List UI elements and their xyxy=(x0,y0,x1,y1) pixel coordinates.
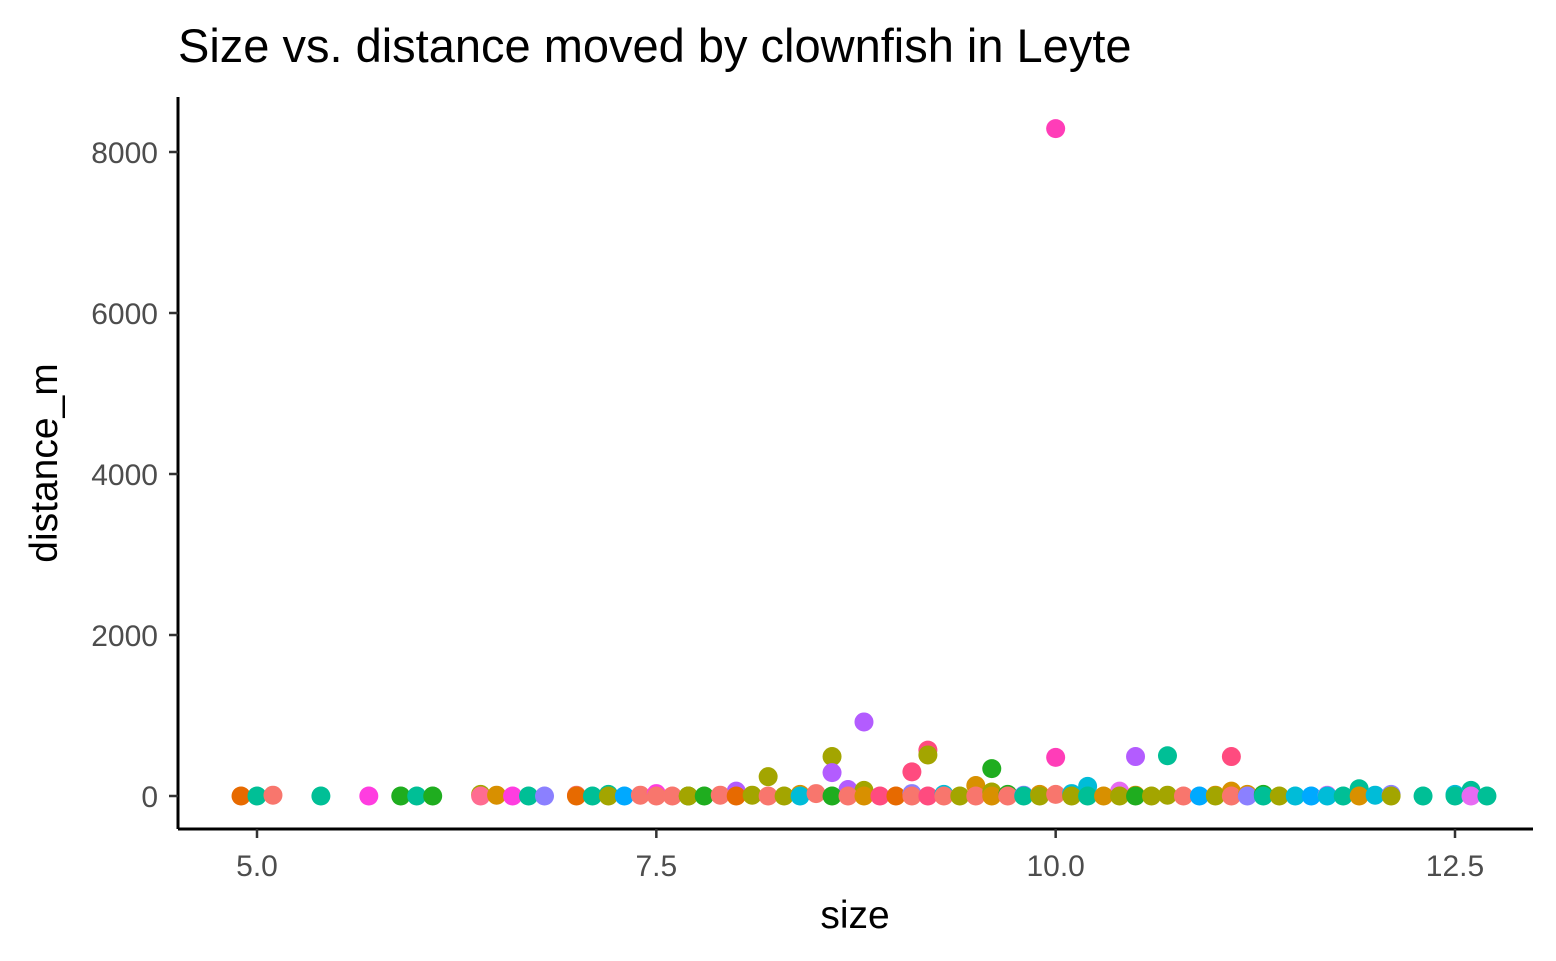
data-point xyxy=(519,786,539,806)
data-point xyxy=(854,786,874,806)
data-point xyxy=(1030,786,1050,806)
data-point xyxy=(678,786,698,806)
y-tick-label: 4000 xyxy=(91,459,158,492)
data-point xyxy=(1333,786,1353,806)
data-point xyxy=(822,763,842,783)
data-point xyxy=(1126,747,1146,767)
x-tick-label: 5.0 xyxy=(236,850,278,883)
data-point xyxy=(1126,786,1146,806)
y-tick-label: 6000 xyxy=(91,298,158,331)
y-tick-label: 0 xyxy=(141,781,158,814)
data-point xyxy=(614,786,634,806)
data-point xyxy=(886,786,906,806)
x-axis-title: size xyxy=(820,894,889,937)
data-point xyxy=(710,785,730,805)
data-point xyxy=(1285,786,1305,806)
data-point xyxy=(998,786,1018,806)
data-point xyxy=(1301,786,1321,806)
data-point xyxy=(774,786,794,806)
data-point xyxy=(263,785,283,805)
data-point xyxy=(1317,786,1337,806)
data-point xyxy=(758,786,778,806)
data-point xyxy=(407,786,427,806)
data-point xyxy=(854,712,874,732)
data-point xyxy=(902,762,922,782)
data-point xyxy=(662,786,682,806)
data-point xyxy=(1157,746,1177,766)
data-point xyxy=(950,786,970,806)
y-tick-label: 2000 xyxy=(91,620,158,653)
data-point xyxy=(1062,786,1082,806)
x-axis-ticks: 5.0 7.5 10.0 12.5 xyxy=(236,829,1484,883)
data-point xyxy=(1014,786,1034,806)
data-point xyxy=(487,785,507,805)
data-point xyxy=(1477,786,1497,806)
data-point xyxy=(1205,786,1225,806)
data-point xyxy=(471,786,491,806)
data-point xyxy=(982,786,1002,806)
data-point xyxy=(918,786,938,806)
data-point xyxy=(902,786,922,806)
data-point xyxy=(1046,747,1066,767)
data-point xyxy=(1094,786,1114,806)
chart-title: Size vs. distance moved by clownfish in … xyxy=(178,19,1132,72)
x-tick-label: 10.0 xyxy=(1026,850,1084,883)
data-point xyxy=(231,786,251,806)
y-axis-ticks: 0 2000 4000 6000 8000 xyxy=(91,137,178,814)
data-point xyxy=(1461,786,1481,806)
data-point xyxy=(918,745,938,765)
data-point xyxy=(1253,786,1273,806)
data-point xyxy=(982,759,1002,779)
data-point xyxy=(535,786,555,806)
data-point xyxy=(1445,786,1465,806)
data-point xyxy=(1157,785,1177,805)
data-point xyxy=(1078,786,1098,806)
data-point xyxy=(1349,786,1369,806)
x-tick-label: 7.5 xyxy=(635,850,677,883)
data-point xyxy=(1237,786,1257,806)
data-point xyxy=(742,785,762,805)
x-tick-label: 12.5 xyxy=(1426,850,1484,883)
data-point xyxy=(1046,119,1066,139)
data-point xyxy=(1110,786,1130,806)
data-point xyxy=(1365,785,1385,805)
data-point xyxy=(311,786,331,806)
data-points xyxy=(231,119,1497,806)
data-point xyxy=(1142,786,1162,806)
y-tick-label: 8000 xyxy=(91,137,158,170)
data-point xyxy=(966,786,986,806)
data-point xyxy=(822,786,842,806)
y-axis-title: distance_m xyxy=(23,363,66,562)
data-point xyxy=(423,786,443,806)
data-point xyxy=(1046,784,1066,804)
data-point xyxy=(694,786,714,806)
data-point xyxy=(870,786,890,806)
data-point xyxy=(646,786,666,806)
data-point xyxy=(790,786,810,806)
data-point xyxy=(758,767,778,787)
data-point xyxy=(1381,786,1401,806)
data-point xyxy=(1173,786,1193,806)
data-point xyxy=(1221,747,1241,767)
data-point xyxy=(247,786,267,806)
data-point xyxy=(806,784,826,804)
data-point xyxy=(1269,786,1289,806)
data-point xyxy=(822,747,842,767)
data-point xyxy=(359,786,379,806)
data-point xyxy=(391,786,411,806)
data-point xyxy=(566,786,586,806)
data-point xyxy=(630,785,650,805)
data-point xyxy=(1189,786,1209,806)
data-point xyxy=(1221,786,1241,806)
data-point xyxy=(838,786,858,806)
data-point xyxy=(598,786,618,806)
data-point xyxy=(934,786,954,806)
data-point xyxy=(503,786,523,806)
data-point xyxy=(1413,786,1433,806)
data-point xyxy=(726,786,746,806)
data-point xyxy=(582,786,602,806)
